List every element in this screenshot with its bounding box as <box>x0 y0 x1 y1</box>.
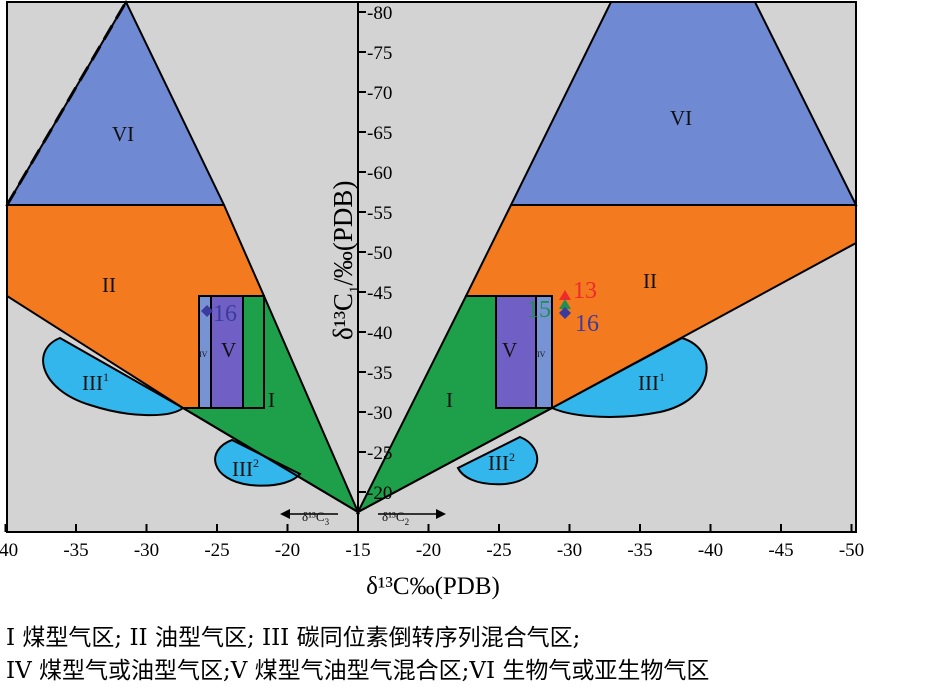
x-tick-label: -45 <box>768 540 793 561</box>
y-tick-label: -20 <box>367 483 392 504</box>
svg-text:δ¹³C3: δ¹³C3 <box>302 509 330 527</box>
y-tick-label: -65 <box>367 123 392 144</box>
y-tick-label: -55 <box>367 203 392 224</box>
label-V-left: V <box>221 338 236 362</box>
y-tick-label: -35 <box>367 363 392 384</box>
y-tick-label: -25 <box>367 443 392 464</box>
x-tick-label: -30 <box>557 540 582 561</box>
zone-V-left <box>210 295 244 409</box>
x-tick-label: -25 <box>204 540 229 561</box>
x-axis-title: δ¹³C‰(PDB) <box>366 573 500 600</box>
x-tick-label: -15 <box>345 540 370 561</box>
x-tick-label: -25 <box>486 540 511 561</box>
caption-line-1: I 煤型气区; II 油型气区; III 碳同位素倒转序列混合气区; <box>6 625 581 651</box>
label-I-left: I <box>268 388 275 412</box>
y-tick-label: -30 <box>367 403 392 424</box>
zone-III2-right <box>456 435 539 486</box>
boundary-line-left <box>182 407 359 513</box>
zone-III2-left <box>214 438 302 487</box>
sample-16-right-marker <box>559 307 571 319</box>
sample-16-left-label: 16 <box>213 301 237 327</box>
x-tick-label: -40 <box>698 540 723 561</box>
y-tick-label: -45 <box>367 283 392 304</box>
label-II-right: II <box>643 269 657 293</box>
boundary-line-right <box>357 407 553 513</box>
label-III-left: III1 <box>82 370 109 395</box>
y-tick-label: -60 <box>367 163 392 184</box>
x-tick-label: -35 <box>63 540 88 561</box>
x-tick-label: -30 <box>134 540 159 561</box>
sample-16-left-marker <box>201 305 213 317</box>
label-IV-left: IV <box>199 350 208 359</box>
y-tick-label: -50 <box>367 243 392 264</box>
x-tick-label: -40 <box>0 540 18 561</box>
x-tick-label: -50 <box>839 540 864 561</box>
left-axis-caption: δ¹³C3 <box>280 509 338 527</box>
label-I-right: I <box>446 388 453 412</box>
x-tick-label: -20 <box>416 540 441 561</box>
caption-line-2: IV 煤型气或油型气区;V 煤型气油型气混合区;VI 生物气或亚生物气区 <box>6 658 710 684</box>
label-III2-right: III2 <box>488 450 515 475</box>
x-tick-label: -35 <box>627 540 652 561</box>
zone-III-left <box>42 336 185 417</box>
label-III-right: III1 <box>638 370 665 395</box>
label-VI-right: VI <box>670 106 692 130</box>
zone-III-right <box>549 336 708 418</box>
label-V-right: V <box>502 338 517 362</box>
y-tick-label: -40 <box>367 323 392 344</box>
sample-13-label: 13 <box>573 278 597 304</box>
y-tick-label: -70 <box>367 83 392 104</box>
right-axis-caption: δ¹³C2 <box>378 509 446 527</box>
y-tick-label: -80 <box>367 3 392 24</box>
label-II-left: II <box>102 273 116 297</box>
sample-15-label: 15 <box>527 297 551 323</box>
x-tick-label: -20 <box>275 540 300 561</box>
label-VI-left: VI <box>112 122 134 146</box>
svg-text:δ¹³C2: δ¹³C2 <box>382 509 409 527</box>
y-axis-title: δ¹³C1/‰(PDB) <box>328 181 363 340</box>
sample-15-marker <box>559 299 571 309</box>
x-axis-ticks: -40 -35 -30 -25 -20 -15 -20 -25 -30 -35 -40 -45 -50 <box>0 524 864 561</box>
y-tick-label: -75 <box>367 43 392 64</box>
isotope-diagram: -80-75-70-65-60-55-50-45-40-35-30-25-20 … <box>0 0 864 600</box>
zone-V-right <box>495 295 537 409</box>
label-IV-right: IV <box>537 350 546 359</box>
zone-IV-right <box>535 295 553 409</box>
sample-13-marker <box>559 290 571 300</box>
label-III2-left: III2 <box>232 456 259 481</box>
sample-16-right-label: 16 <box>575 311 599 337</box>
dashed-boundary <box>5 1 128 206</box>
y-axis-ticks: -80 -75 -70 -65 -60 -55 -50 -45 -40 -35 -30 -25 -20 <box>358 3 392 504</box>
